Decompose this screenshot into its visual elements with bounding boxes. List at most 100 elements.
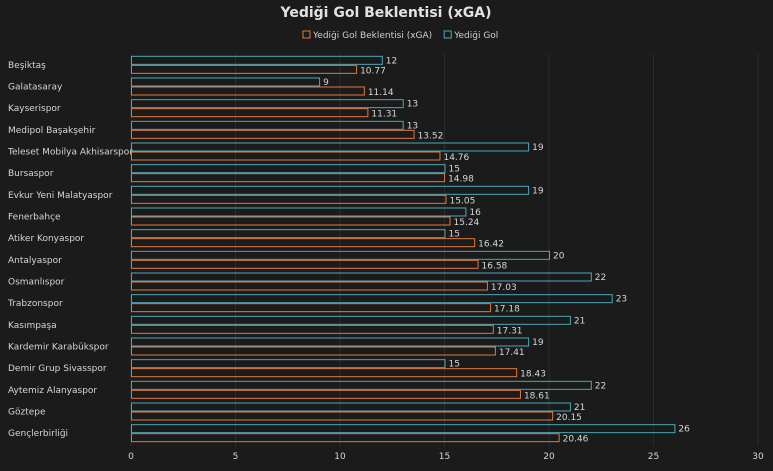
data-labels: 1210.77911.141311.311313.521914.761514.9… [323, 56, 690, 444]
data-label-xga: 14.98 [448, 175, 474, 185]
bar-actual [131, 424, 676, 434]
bar-xga [131, 281, 488, 291]
category-label: Demir Grup Sivasspor [8, 364, 107, 374]
bar-actual [131, 142, 530, 152]
data-label-actual: 19 [532, 186, 544, 196]
data-label-actual: 16 [469, 208, 481, 218]
bar-actual [131, 120, 404, 130]
bar-xga [131, 411, 554, 421]
bar-actual [131, 315, 571, 325]
bar-actual [131, 164, 446, 174]
data-label-actual: 13 [407, 100, 418, 110]
data-label-actual: 21 [574, 316, 585, 326]
category-label: Antalyaspor [8, 256, 62, 266]
data-label-actual: 15 [449, 165, 460, 175]
bar-xga [131, 259, 479, 269]
data-label-actual: 15 [449, 230, 460, 240]
bar-actual [131, 77, 321, 87]
bar-xga [131, 368, 518, 378]
data-label-xga: 10.77 [360, 66, 386, 76]
bar-xga [131, 389, 521, 399]
category-label: Kardemir Karabükspor [8, 343, 109, 353]
bar-xga [131, 194, 447, 204]
x-tick-label: 15 [439, 452, 450, 462]
data-label-xga: 17.41 [499, 348, 525, 358]
category-label: Kayserispor [8, 104, 61, 114]
x-tick-label: 10 [334, 452, 346, 462]
data-label-actual: 22 [595, 273, 606, 283]
x-tick-label: 0 [128, 452, 134, 462]
bar-actual [131, 99, 404, 109]
category-label: Evkur Yeni Malatyaspor [8, 191, 113, 201]
bar-actual [131, 380, 592, 390]
bar-xga [131, 238, 476, 248]
legend-swatch [302, 30, 311, 39]
bars [131, 55, 676, 443]
x-tick-label: 25 [648, 452, 659, 462]
legend-swatch [443, 30, 452, 39]
category-label: Trabzonspor [7, 299, 63, 309]
bar-xga [131, 303, 492, 313]
data-label-actual: 12 [386, 56, 397, 66]
bar-xga [131, 64, 358, 74]
data-label-xga: 17.31 [497, 326, 523, 336]
x-tick-label: 20 [543, 452, 555, 462]
data-label-xga: 17.03 [491, 283, 517, 293]
bar-xga [131, 324, 494, 334]
data-label-actual: 21 [574, 403, 585, 413]
category-label: Osmanlıspor [8, 278, 65, 288]
category-axis: Beşiktaş Galatasaray Kayserispor Medipol Ba… [7, 61, 133, 439]
bar-actual [131, 402, 571, 412]
bar-xga [131, 129, 415, 139]
category-label: Bursaspor [8, 169, 54, 179]
bar-actual [131, 185, 530, 195]
category-label: Teleset Mobilya Akhisarspor [7, 148, 133, 158]
x-tick-label: 30 [752, 452, 764, 462]
bar-actual [131, 337, 530, 347]
bar-xga [131, 216, 451, 226]
bar-xga [131, 151, 441, 161]
bar-actual [131, 294, 613, 304]
bar-xga [131, 86, 365, 96]
bar-actual [131, 272, 592, 282]
grid-layer [130, 54, 759, 446]
data-label-xga: 13.52 [418, 131, 444, 141]
data-label-actual: 13 [407, 121, 418, 131]
x-tick-label: 5 [233, 452, 239, 462]
category-label: Kasımpaşa [8, 321, 57, 331]
data-label-actual: 22 [595, 381, 606, 391]
data-label-xga: 16.58 [482, 261, 508, 271]
category-label: Beşiktaş [8, 61, 46, 71]
data-label-actual: 20 [553, 251, 565, 261]
bar-xga [131, 433, 560, 443]
data-label-actual: 19 [532, 143, 544, 153]
category-label: Aytemiz Alanyaspor [8, 386, 97, 396]
category-label: Atiker Konyaspor [8, 234, 84, 244]
data-label-xga: 11.31 [371, 110, 397, 120]
data-label-xga: 18.61 [524, 391, 550, 401]
data-label-xga: 20.46 [563, 435, 589, 445]
data-label-xga: 18.43 [520, 370, 546, 380]
category-label: Gençlerbirliği [8, 429, 68, 439]
bar-xga [131, 173, 446, 183]
bar-actual [131, 359, 446, 369]
category-label: Fenerbahçe [8, 213, 61, 223]
data-label-xga: 17.18 [494, 305, 520, 315]
bar-actual [131, 229, 446, 239]
data-label-actual: 9 [323, 78, 329, 88]
data-label-xga: 11.14 [368, 88, 394, 98]
bar-xga [131, 346, 496, 356]
data-label-actual: 19 [532, 338, 544, 348]
category-label: Galatasaray [8, 83, 63, 93]
bar-actual [131, 250, 550, 260]
data-label-xga: 15.24 [454, 218, 480, 228]
data-label-xga: 20.15 [556, 413, 582, 423]
chart-title: Yediği Gol Beklentisi (xGA) [279, 5, 491, 21]
legend-label: Yediği Gol [453, 31, 498, 41]
value-axis: 0 5 10 15 20 25 30 [128, 452, 764, 462]
bar-actual [131, 207, 467, 217]
data-label-xga: 15.05 [450, 196, 476, 206]
data-label-actual: 26 [678, 425, 690, 435]
legend: Yediği Gol Beklentisi (xGA) Yediği Gol [302, 30, 498, 41]
